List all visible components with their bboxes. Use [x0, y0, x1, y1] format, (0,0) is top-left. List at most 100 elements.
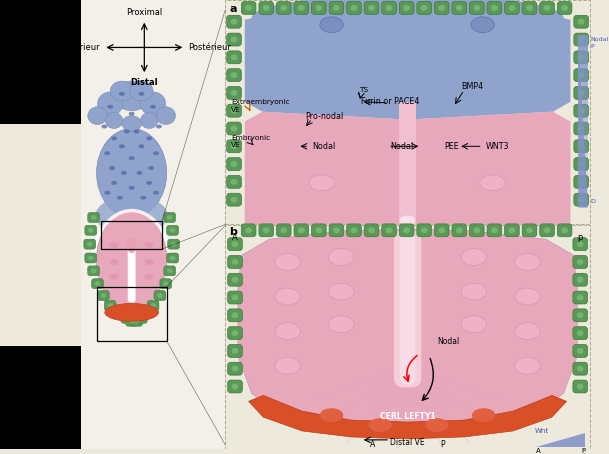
- Bar: [579, 175, 588, 176]
- FancyBboxPatch shape: [276, 1, 291, 15]
- Bar: [579, 201, 588, 202]
- Ellipse shape: [385, 227, 392, 233]
- Bar: [579, 68, 588, 69]
- Bar: [579, 106, 588, 107]
- Bar: [579, 77, 588, 78]
- Bar: [579, 156, 588, 157]
- Text: Antérieur: Antérieur: [61, 43, 100, 52]
- Bar: [579, 103, 588, 104]
- FancyBboxPatch shape: [88, 266, 99, 276]
- Ellipse shape: [544, 227, 551, 233]
- Ellipse shape: [263, 5, 270, 11]
- Ellipse shape: [231, 126, 238, 132]
- Ellipse shape: [578, 197, 585, 202]
- Ellipse shape: [231, 72, 238, 78]
- Bar: [579, 40, 588, 41]
- FancyBboxPatch shape: [167, 225, 178, 235]
- Ellipse shape: [577, 277, 583, 283]
- Ellipse shape: [138, 92, 144, 96]
- Bar: [579, 192, 588, 193]
- Ellipse shape: [104, 151, 110, 155]
- Ellipse shape: [88, 228, 93, 232]
- FancyBboxPatch shape: [470, 224, 484, 237]
- Text: Extraembryonic
VE: Extraembryonic VE: [231, 99, 290, 113]
- Bar: [579, 194, 588, 195]
- Bar: [579, 43, 588, 44]
- FancyBboxPatch shape: [85, 253, 97, 263]
- Bar: [0, 346, 81, 449]
- Ellipse shape: [231, 312, 238, 318]
- FancyBboxPatch shape: [228, 327, 242, 340]
- Ellipse shape: [491, 227, 498, 233]
- Ellipse shape: [231, 54, 238, 60]
- FancyBboxPatch shape: [505, 224, 519, 237]
- Bar: [579, 51, 588, 52]
- Ellipse shape: [578, 37, 585, 43]
- FancyBboxPatch shape: [228, 273, 242, 286]
- Ellipse shape: [333, 5, 340, 11]
- Bar: [579, 76, 588, 77]
- Bar: [579, 57, 588, 58]
- Bar: [579, 93, 588, 94]
- Bar: [579, 195, 588, 196]
- FancyBboxPatch shape: [505, 1, 519, 15]
- Ellipse shape: [111, 181, 117, 185]
- Bar: [579, 70, 588, 71]
- FancyBboxPatch shape: [112, 308, 124, 318]
- Ellipse shape: [400, 216, 415, 225]
- Text: TS: TS: [359, 87, 368, 93]
- Ellipse shape: [263, 227, 270, 233]
- FancyBboxPatch shape: [154, 291, 166, 301]
- FancyBboxPatch shape: [574, 33, 588, 46]
- Ellipse shape: [231, 384, 238, 390]
- Bar: [579, 185, 588, 186]
- Bar: [579, 61, 588, 62]
- FancyBboxPatch shape: [241, 1, 256, 15]
- Bar: [579, 89, 588, 90]
- FancyBboxPatch shape: [121, 313, 133, 323]
- FancyBboxPatch shape: [522, 1, 537, 15]
- Bar: [579, 121, 588, 122]
- Bar: [579, 160, 588, 161]
- Ellipse shape: [170, 256, 175, 260]
- Text: A: A: [370, 440, 375, 449]
- Text: p: p: [577, 233, 583, 242]
- Ellipse shape: [97, 92, 123, 116]
- FancyBboxPatch shape: [573, 238, 588, 251]
- FancyBboxPatch shape: [574, 87, 588, 99]
- Ellipse shape: [97, 211, 167, 309]
- Bar: [579, 134, 588, 135]
- Bar: [579, 117, 588, 118]
- FancyBboxPatch shape: [364, 224, 379, 237]
- Text: PEE: PEE: [445, 142, 459, 151]
- Bar: [579, 62, 588, 63]
- Ellipse shape: [141, 92, 166, 116]
- Ellipse shape: [329, 316, 354, 333]
- Ellipse shape: [145, 259, 153, 265]
- FancyBboxPatch shape: [573, 256, 588, 268]
- FancyBboxPatch shape: [574, 104, 588, 117]
- Bar: [579, 74, 588, 75]
- Bar: [579, 110, 588, 111]
- Text: Pro-nodal: Pro-nodal: [305, 112, 343, 121]
- Ellipse shape: [110, 259, 119, 265]
- Ellipse shape: [456, 5, 463, 11]
- Bar: [579, 199, 588, 200]
- Ellipse shape: [421, 227, 428, 233]
- Text: a: a: [229, 4, 237, 14]
- FancyBboxPatch shape: [92, 279, 104, 289]
- Bar: [579, 147, 588, 148]
- Text: D: D: [590, 199, 595, 204]
- Ellipse shape: [425, 418, 449, 432]
- FancyBboxPatch shape: [228, 309, 242, 322]
- Ellipse shape: [275, 323, 300, 340]
- Ellipse shape: [320, 408, 343, 422]
- Ellipse shape: [87, 242, 93, 247]
- FancyBboxPatch shape: [227, 104, 241, 117]
- Ellipse shape: [473, 5, 481, 11]
- Ellipse shape: [88, 256, 93, 260]
- Ellipse shape: [157, 293, 163, 298]
- Bar: [579, 52, 588, 54]
- Ellipse shape: [143, 311, 148, 316]
- Ellipse shape: [139, 316, 144, 321]
